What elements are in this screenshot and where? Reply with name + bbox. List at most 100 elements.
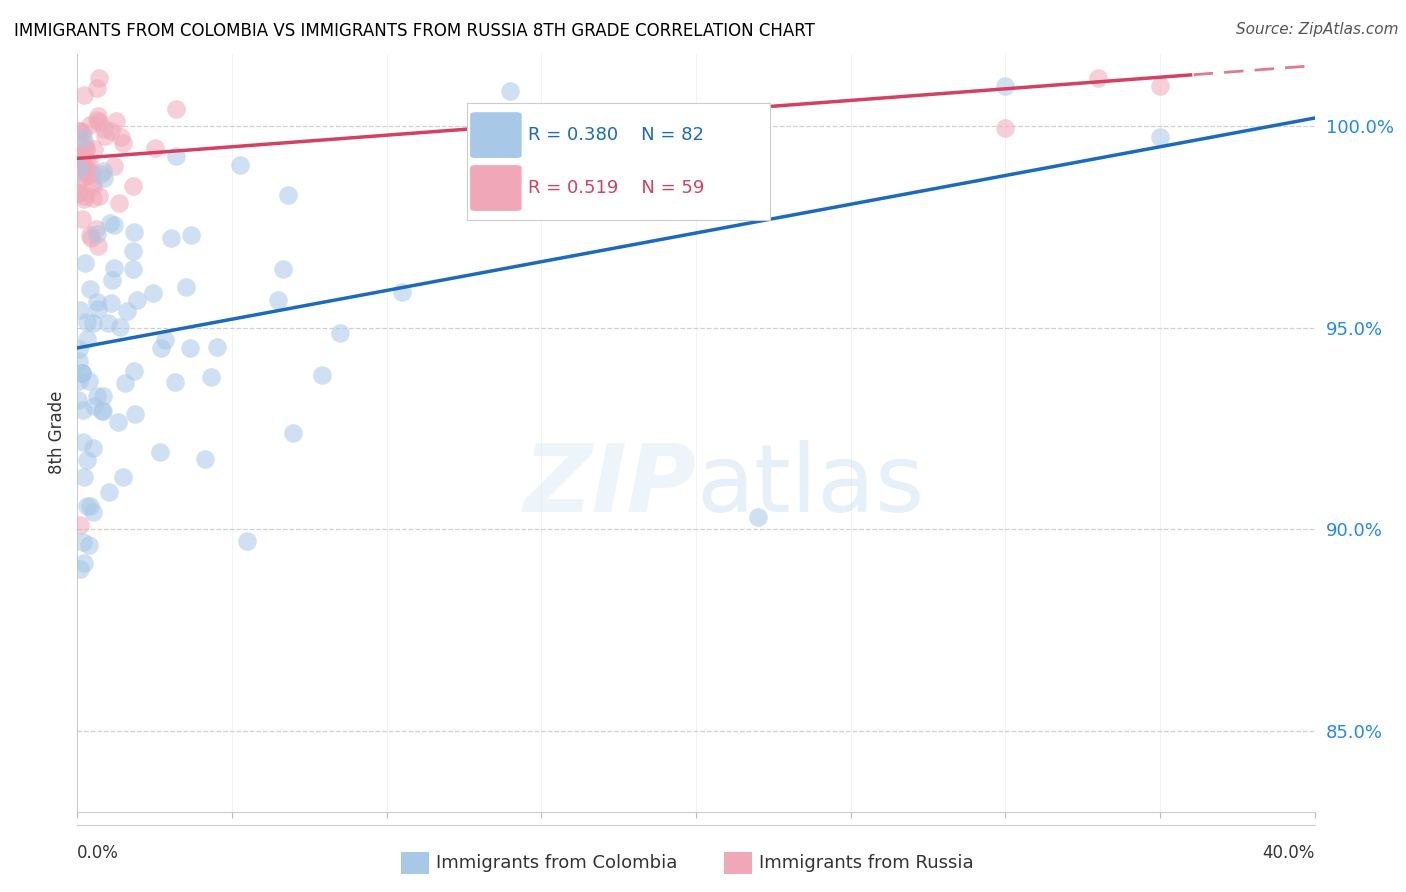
Point <box>86 294 108 309</box>
Point <box>70 366 93 380</box>
Point <box>76 499 98 513</box>
Point <box>72 534 94 549</box>
Point <box>122 244 145 258</box>
Point <box>69 132 91 146</box>
Point <box>82 191 104 205</box>
Text: 0.0%: 0.0% <box>77 844 120 862</box>
Point <box>76 163 98 178</box>
Point <box>115 304 138 318</box>
Point <box>70 171 93 186</box>
Point <box>84 221 107 235</box>
Point <box>69 562 91 576</box>
Point <box>100 273 122 287</box>
Point <box>267 293 290 308</box>
Point <box>93 170 115 185</box>
Point <box>77 538 100 552</box>
Point <box>200 370 222 384</box>
Point <box>499 84 522 98</box>
Text: atlas: atlas <box>696 440 924 532</box>
Point <box>114 376 136 390</box>
Point <box>72 147 94 161</box>
Point <box>73 256 96 270</box>
Point <box>108 195 131 210</box>
Point <box>103 159 125 173</box>
Text: Immigrants from Russia: Immigrants from Russia <box>759 855 974 872</box>
Point <box>83 399 105 413</box>
Point <box>73 192 96 206</box>
Point <box>111 136 134 150</box>
Point <box>87 115 110 129</box>
Point <box>66 393 89 408</box>
Point <box>67 175 90 189</box>
Point <box>83 142 105 156</box>
Point <box>165 149 187 163</box>
Point <box>110 130 132 145</box>
Point <box>94 129 117 144</box>
Point <box>98 216 121 230</box>
Text: Immigrants from Colombia: Immigrants from Colombia <box>436 855 678 872</box>
Point <box>73 87 96 102</box>
Point <box>329 326 352 340</box>
Point <box>86 389 108 403</box>
Point <box>103 218 125 232</box>
Point <box>142 286 165 301</box>
Point <box>82 178 104 193</box>
Point <box>67 342 90 356</box>
Point <box>271 262 294 277</box>
Point <box>174 280 197 294</box>
Point <box>72 125 94 139</box>
Point <box>122 364 145 378</box>
Point <box>163 376 186 390</box>
Point <box>79 118 101 132</box>
Point <box>277 188 299 202</box>
Point <box>70 367 93 381</box>
Point <box>179 341 201 355</box>
Point <box>1087 70 1109 85</box>
Point <box>165 102 187 116</box>
Point <box>1149 130 1171 145</box>
Text: Source: ZipAtlas.com: Source: ZipAtlas.com <box>1236 22 1399 37</box>
Point <box>124 407 146 421</box>
Point <box>180 227 202 242</box>
Point <box>72 212 94 227</box>
Point <box>79 155 101 169</box>
Point <box>67 374 90 388</box>
Point <box>97 316 120 330</box>
Point <box>72 156 94 170</box>
Point <box>73 189 96 203</box>
Point <box>91 404 114 418</box>
Point <box>87 301 110 316</box>
Point <box>69 518 91 533</box>
Point <box>69 124 91 138</box>
Point <box>143 140 166 154</box>
Point <box>149 445 172 459</box>
Point <box>76 316 98 330</box>
Point <box>75 143 97 157</box>
Point <box>194 452 217 467</box>
Point <box>91 164 114 178</box>
Point <box>86 80 108 95</box>
Point <box>72 403 94 417</box>
Point <box>79 227 101 242</box>
Point <box>72 158 94 172</box>
Point <box>79 168 101 182</box>
Point <box>103 260 125 275</box>
Point <box>236 533 259 548</box>
Point <box>122 179 145 194</box>
Point <box>105 113 128 128</box>
Point <box>75 136 97 151</box>
Point <box>281 425 304 440</box>
Point <box>124 225 146 239</box>
Point <box>86 112 108 127</box>
Point <box>121 261 143 276</box>
Point <box>67 162 90 177</box>
Point <box>150 341 173 355</box>
Point <box>73 556 96 570</box>
Point <box>155 333 177 347</box>
Point <box>747 510 769 524</box>
Text: ZIP: ZIP <box>523 440 696 532</box>
Y-axis label: 8th Grade: 8th Grade <box>48 391 66 475</box>
Point <box>79 374 101 388</box>
Point <box>87 189 110 203</box>
Point <box>160 230 183 244</box>
